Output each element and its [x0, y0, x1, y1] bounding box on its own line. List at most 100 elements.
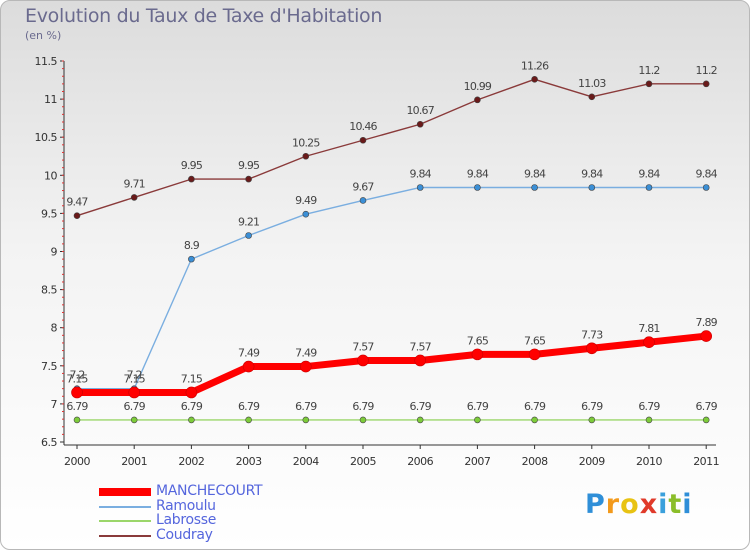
- data-label-ramoulu: 7.2: [69, 369, 84, 382]
- data-label-coudray: 10.25: [292, 136, 320, 149]
- data-label-manchecourt: 7.15: [124, 372, 146, 385]
- chart-unit-label: (en %): [25, 29, 62, 42]
- data-label-labrosse: 6.79: [638, 400, 660, 413]
- data-point-coudray: [474, 96, 481, 104]
- logo-letter: i: [658, 489, 669, 520]
- data-point-labrosse: [588, 416, 596, 424]
- legend-label: MANCHECOURT: [156, 483, 263, 499]
- legend-label: Labrosse: [156, 512, 217, 528]
- data-label-ramoulu: 9.49: [295, 194, 317, 207]
- x-tick-label: 2003: [236, 455, 262, 468]
- data-label-coudray: 9.71: [124, 177, 145, 190]
- data-label-coudray: 11.26: [521, 59, 549, 72]
- data-label-manchecourt: 7.15: [181, 372, 203, 385]
- data-point-manchecourt: [242, 360, 255, 373]
- x-tick-label: 2010: [636, 455, 662, 468]
- data-point-ramoulu: [474, 184, 481, 191]
- x-tick-label: 2000: [64, 455, 90, 468]
- data-point-manchecourt: [357, 354, 369, 367]
- data-label-ramoulu: 7.2: [127, 369, 142, 382]
- data-label-labrosse: 6.79: [295, 400, 317, 413]
- y-tick-label: 10: [44, 169, 57, 182]
- data-point-manchecourt: [471, 348, 484, 361]
- logo-letter: P: [585, 489, 606, 520]
- data-label-manchecourt: 7.65: [524, 334, 546, 347]
- data-point-ramoulu: [245, 232, 252, 239]
- y-tick-label: 8: [51, 322, 58, 335]
- legend-label: Coudray: [156, 526, 213, 543]
- data-label-coudray: 10.46: [349, 120, 377, 133]
- y-tick-label: 9.5: [41, 207, 57, 220]
- data-point-labrosse: [245, 416, 252, 424]
- data-point-ramoulu: [188, 255, 195, 263]
- data-point-manchecourt: [585, 342, 598, 355]
- legend-swatch: [99, 488, 151, 496]
- y-tick-label: 11.5: [35, 55, 58, 68]
- data-point-ramoulu: [302, 210, 310, 218]
- logo-letter: t: [668, 489, 683, 520]
- data-label-ramoulu: 9.84: [524, 167, 546, 180]
- y-tick-label: 9: [51, 246, 58, 259]
- data-label-coudray: 10.67: [406, 104, 434, 117]
- data-label-labrosse: 6.79: [66, 400, 88, 413]
- data-point-labrosse: [416, 416, 424, 424]
- x-tick-label: 2007: [464, 455, 490, 468]
- logo-letter: r: [605, 489, 621, 520]
- logo-letter: i: [682, 489, 693, 520]
- x-tick-label: 2002: [178, 455, 204, 468]
- data-label-coudray: 10.99: [464, 80, 492, 93]
- data-point-manchecourt: [185, 386, 198, 399]
- legend-swatch: [99, 534, 151, 537]
- data-label-manchecourt: 7.15: [66, 372, 88, 385]
- x-tick-label: 2001: [121, 455, 147, 468]
- data-point-coudray: [130, 194, 138, 201]
- x-tick-label: 2004: [293, 455, 319, 468]
- x-tick-label: 2006: [407, 455, 433, 468]
- data-point-labrosse: [359, 416, 367, 424]
- legend-label: Ramoulu: [156, 497, 216, 514]
- data-label-manchecourt: 7.65: [467, 334, 489, 347]
- data-point-manchecourt: [643, 336, 655, 348]
- y-tick-label: 6.5: [41, 436, 57, 449]
- data-point-manchecourt: [528, 348, 541, 361]
- data-label-labrosse: 6.79: [467, 400, 489, 413]
- data-point-labrosse: [531, 416, 538, 424]
- data-label-manchecourt: 7.49: [238, 347, 260, 360]
- data-point-labrosse: [130, 416, 138, 424]
- data-point-manchecourt: [700, 330, 713, 342]
- data-label-manchecourt: 7.57: [410, 340, 432, 353]
- logo-letter: o: [620, 489, 640, 520]
- data-point-ramoulu: [416, 184, 424, 191]
- data-point-coudray: [702, 80, 710, 88]
- data-point-labrosse: [645, 416, 653, 424]
- data-label-coudray: 9.47: [66, 196, 88, 209]
- data-label-ramoulu: 9.84: [638, 167, 660, 180]
- legend-swatch: [99, 505, 151, 508]
- data-label-labrosse: 6.79: [238, 400, 260, 413]
- data-point-ramoulu: [702, 184, 710, 191]
- y-tick-label: 10.5: [35, 131, 58, 144]
- data-label-manchecourt: 7.81: [638, 322, 659, 335]
- data-point-coudray: [588, 93, 596, 101]
- data-label-coudray: 11.03: [578, 77, 606, 90]
- data-point-coudray: [302, 152, 310, 160]
- data-label-labrosse: 6.79: [124, 400, 146, 413]
- data-label-ramoulu: 9.67: [352, 180, 374, 193]
- data-label-coudray: 11.2: [638, 64, 659, 77]
- data-label-ramoulu: 9.21: [238, 215, 259, 228]
- data-label-labrosse: 6.79: [524, 400, 546, 413]
- data-point-manchecourt: [414, 354, 427, 367]
- data-point-manchecourt: [299, 360, 312, 373]
- data-point-ramoulu: [645, 184, 653, 191]
- data-label-ramoulu: 9.84: [467, 167, 489, 180]
- data-label-labrosse: 6.79: [352, 400, 374, 413]
- series-line-coudray: [76, 78, 707, 217]
- data-point-ramoulu: [588, 184, 596, 191]
- data-point-coudray: [416, 120, 424, 128]
- x-tick-label: 2009: [579, 455, 605, 468]
- data-point-labrosse: [188, 416, 195, 424]
- logo-letter: x: [639, 489, 659, 520]
- legend-swatch: [99, 520, 151, 522]
